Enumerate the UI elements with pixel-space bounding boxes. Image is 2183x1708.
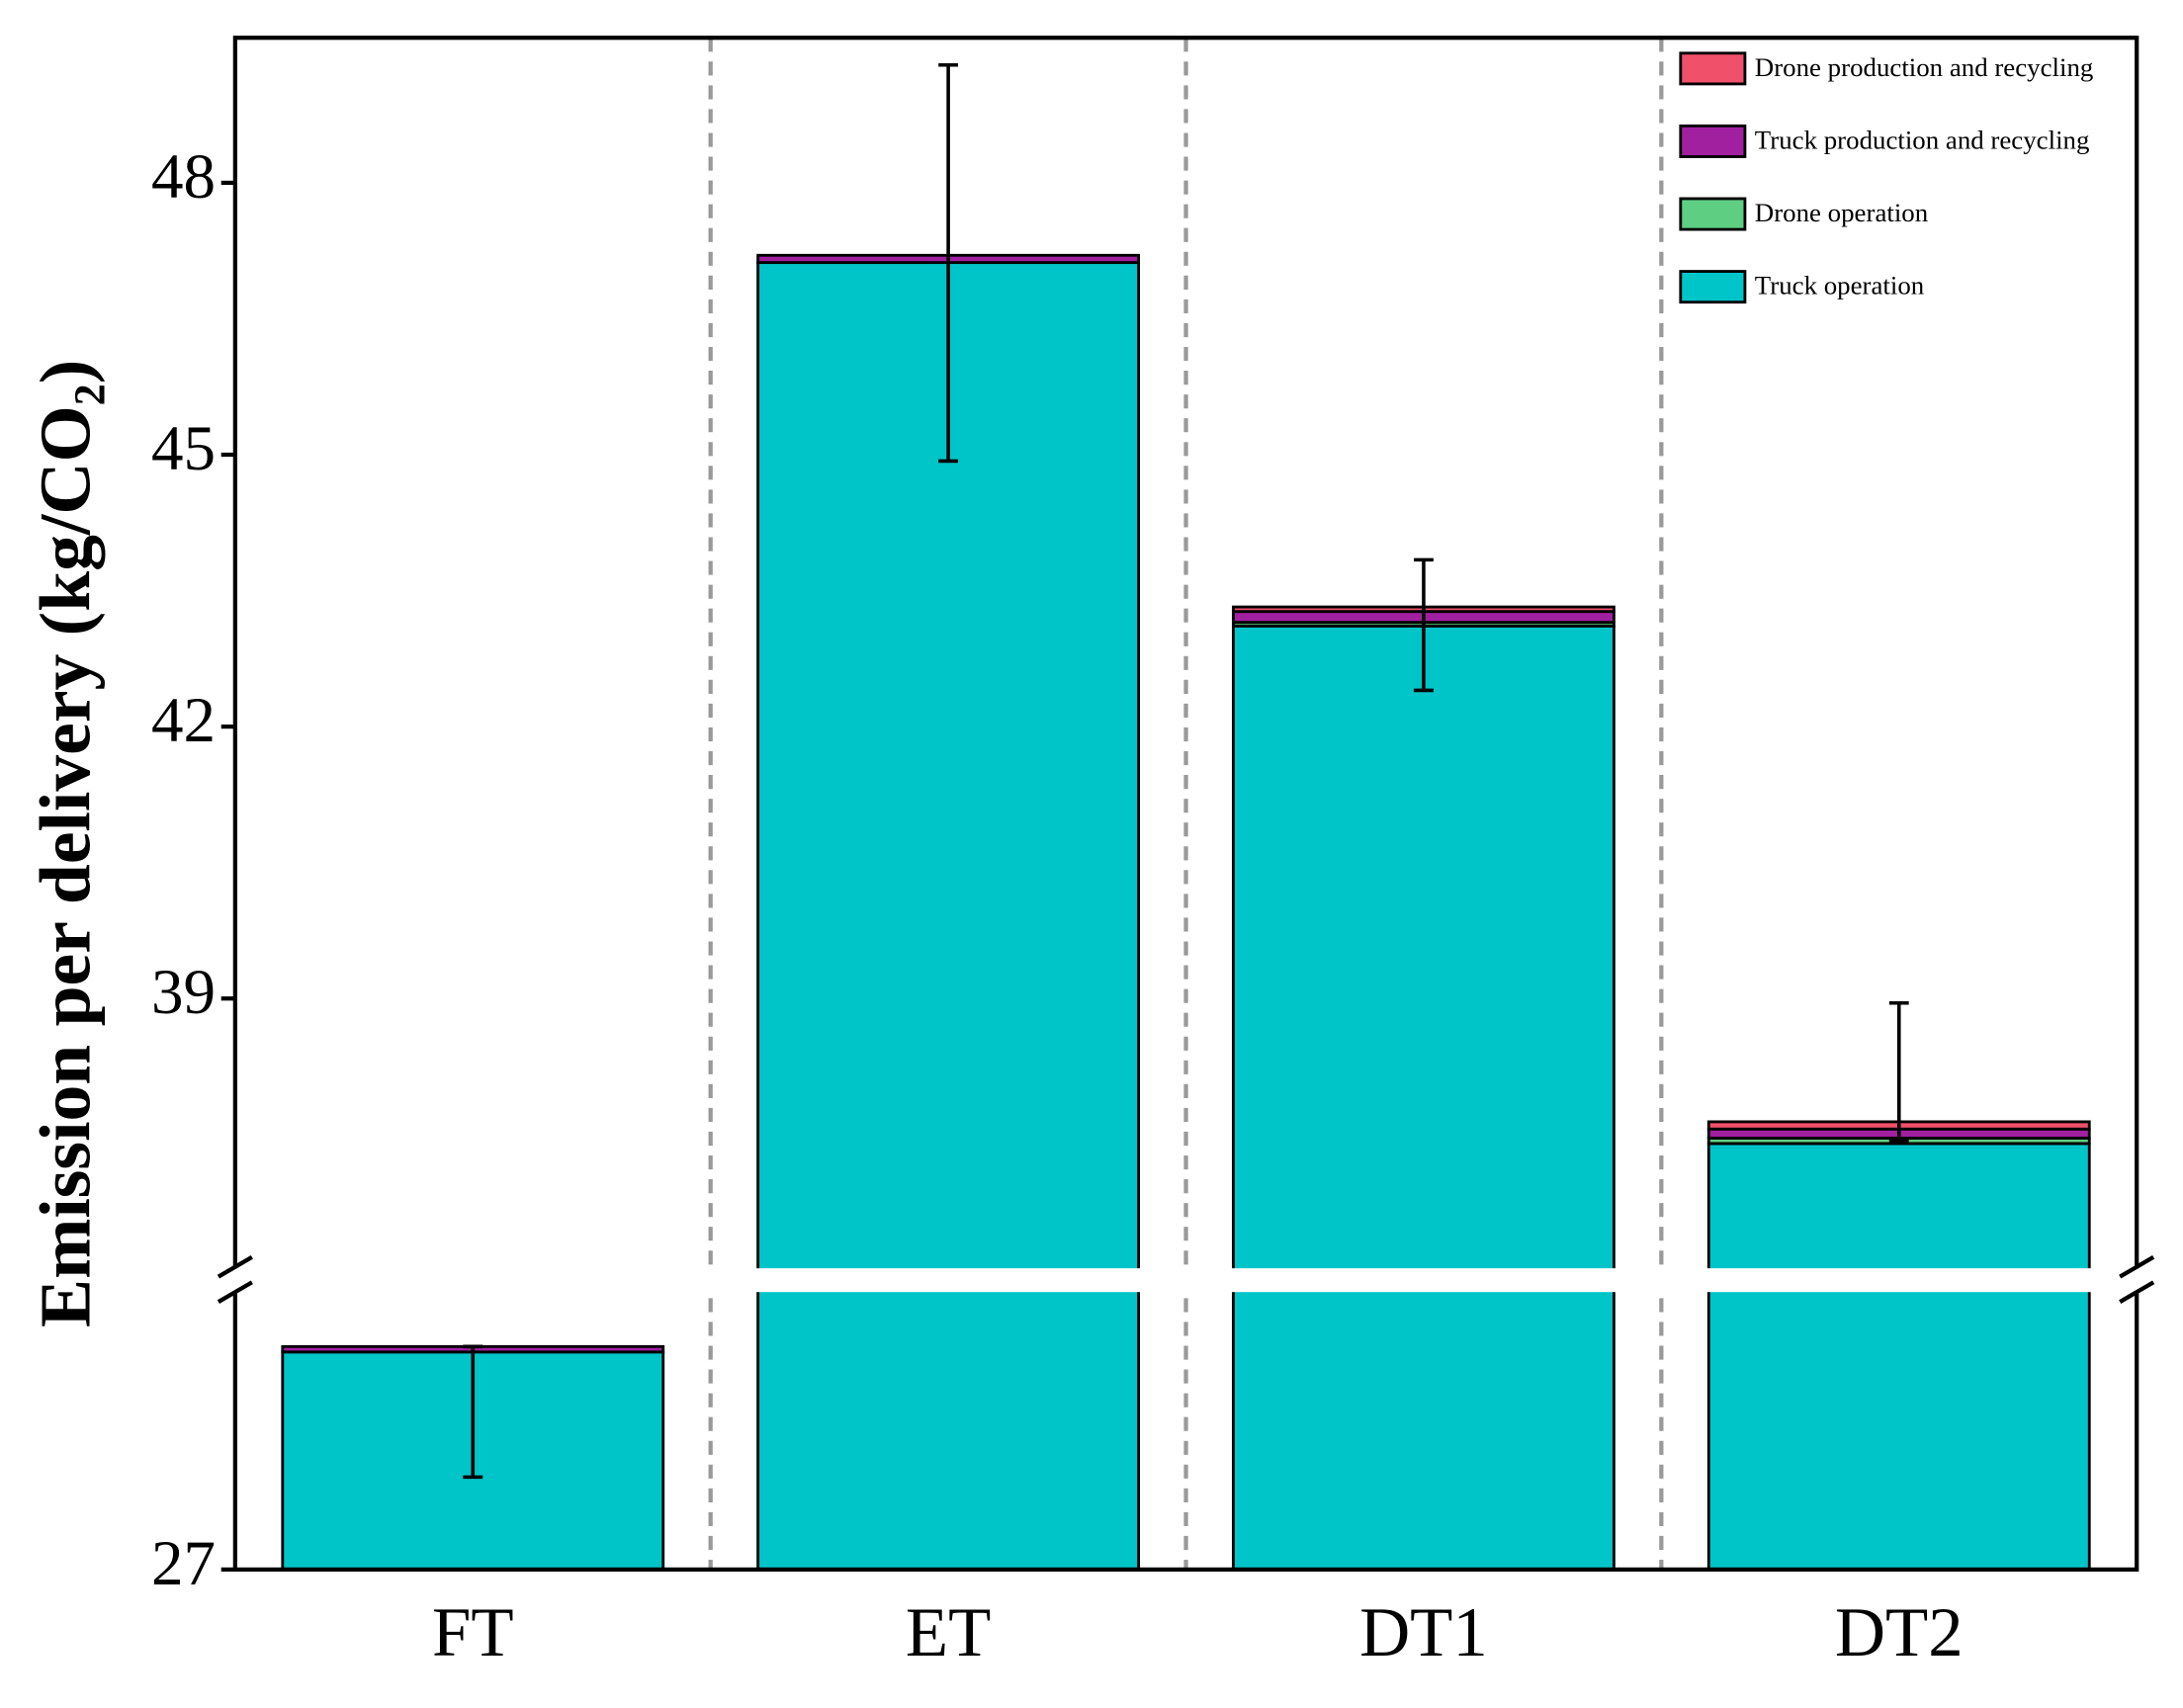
axis-break-gap (2131, 1268, 2142, 1293)
legend-swatch (1679, 197, 1747, 231)
legend-swatch (1679, 124, 1747, 158)
axis-break-mark (2119, 1280, 2155, 1304)
y-tick-label: 42 (151, 685, 216, 756)
y-axis-label: Emission per delivery (kg/CO₂) (25, 360, 106, 1327)
axis-break-band (237, 1268, 2135, 1293)
x-tick-label: ET (906, 1594, 991, 1671)
plot-frame (232, 36, 2139, 1573)
y-tick-label: 48 (151, 141, 216, 213)
legend-label: Truck operation (1755, 271, 1925, 300)
axis-break-mark (217, 1254, 253, 1279)
legend-label: Drone production and recycling (1755, 52, 2094, 82)
axis-break-mark (217, 1280, 253, 1304)
axis-break-mark (2119, 1254, 2155, 1279)
y-tick-label: 39 (151, 957, 216, 1028)
x-tick-label: DT2 (1835, 1594, 1964, 1671)
y-tick-label: 27 (151, 1528, 216, 1599)
x-tick-label: FT (432, 1594, 514, 1671)
bar-segment (1232, 624, 1615, 1572)
axis-break-gap (229, 1268, 241, 1293)
bar-segment (1706, 1142, 2091, 1572)
legend-swatch (1679, 51, 1747, 86)
legend-label: Truck production and recycling (1755, 126, 2090, 155)
x-tick-label: DT1 (1359, 1594, 1488, 1671)
y-tick-label: 45 (151, 413, 216, 484)
legend-swatch (1679, 270, 1747, 304)
legend-label: Drone operation (1755, 198, 1929, 227)
